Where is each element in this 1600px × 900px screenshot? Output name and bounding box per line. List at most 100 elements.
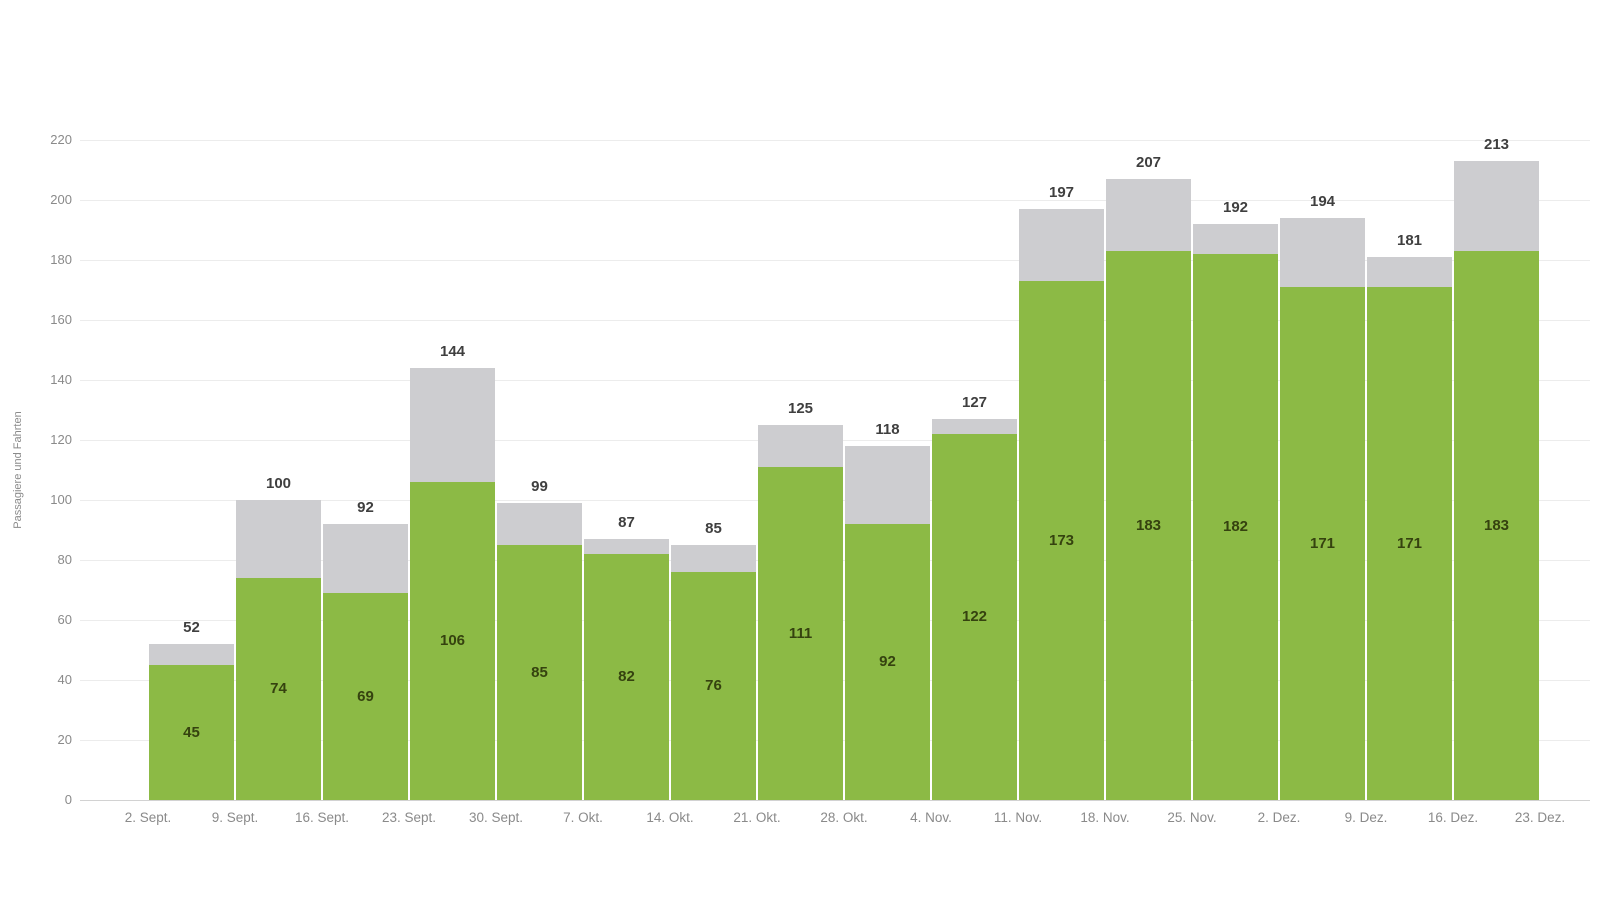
bar-total-label: 87: [618, 514, 635, 531]
x-tick-label: 9. Sept.: [211, 810, 259, 825]
bar-gray-segment[interactable]: [1106, 179, 1191, 251]
bar-total-label: 207: [1135, 154, 1162, 171]
bar-green-value-label: 85: [531, 664, 548, 681]
bar[interactable]: [1454, 161, 1539, 800]
bar-gray-segment[interactable]: [1454, 161, 1539, 251]
bar-gray-segment[interactable]: [758, 425, 843, 467]
bar-total-label: 194: [1309, 193, 1336, 210]
bar-gray-segment[interactable]: [1367, 257, 1452, 287]
bar-green-value-label: 182: [1222, 518, 1249, 535]
bar-gray-segment[interactable]: [497, 503, 582, 545]
bar-gray-segment[interactable]: [1193, 224, 1278, 254]
y-tick-label: 40: [57, 672, 72, 687]
y-tick-label: 160: [50, 312, 72, 327]
bar-gray-segment[interactable]: [323, 524, 408, 593]
y-tick-label: 200: [50, 192, 72, 207]
y-tick-label: 100: [50, 492, 72, 507]
bar[interactable]: [845, 446, 930, 800]
bar-gray-segment[interactable]: [410, 368, 495, 482]
y-tick-label: 140: [50, 372, 72, 387]
gridline: [80, 260, 1590, 261]
y-tick-label: 0: [64, 792, 72, 807]
bar[interactable]: [1367, 257, 1452, 800]
bar-total-label: 192: [1222, 199, 1249, 216]
bar-green-value-label: 92: [879, 653, 896, 670]
bar-green-segment[interactable]: [1367, 287, 1452, 800]
bar[interactable]: [932, 419, 1017, 800]
x-tick-label: 2. Sept.: [124, 810, 172, 825]
bar-green-segment[interactable]: [758, 467, 843, 800]
bar-gray-segment[interactable]: [1019, 209, 1104, 281]
bar-total-label: 85: [705, 520, 722, 537]
bar-green-segment[interactable]: [845, 524, 930, 800]
x-tick-label: 25. Nov.: [1167, 810, 1217, 825]
bar-green-segment[interactable]: [497, 545, 582, 800]
bar[interactable]: [1280, 218, 1365, 800]
x-tick-label: 14. Okt.: [646, 810, 694, 825]
x-tick-label: 30. Sept.: [468, 810, 524, 825]
y-tick-label: 180: [50, 252, 72, 267]
bar-total-label: 213: [1483, 136, 1510, 153]
y-axis-title: Passagiere und Fahrten: [12, 411, 24, 529]
x-tick-label: 21. Okt.: [733, 810, 781, 825]
bar-total-label: 125: [787, 400, 814, 417]
bar[interactable]: [584, 539, 669, 800]
bar-green-value-label: 171: [1309, 535, 1336, 552]
bar-green-value-label: 111: [788, 625, 813, 642]
bar-green-value-label: 183: [1135, 517, 1162, 534]
bar-gray-segment[interactable]: [671, 545, 756, 572]
bar[interactable]: [1106, 179, 1191, 800]
bar-green-value-label: 74: [270, 680, 287, 697]
x-tick-label: 23. Sept.: [381, 810, 437, 825]
bar-green-segment[interactable]: [149, 665, 234, 800]
bar[interactable]: [323, 524, 408, 800]
bar[interactable]: [497, 503, 582, 800]
bar-gray-segment[interactable]: [845, 446, 930, 524]
bar-total-label: 127: [961, 394, 988, 411]
bar-green-segment[interactable]: [671, 572, 756, 800]
bar-gray-segment[interactable]: [149, 644, 234, 665]
bar[interactable]: [671, 545, 756, 800]
gridline: [80, 380, 1590, 381]
gridline: [80, 200, 1590, 201]
x-tick-label: 16. Dez.: [1427, 810, 1479, 825]
x-tick-label: 2. Dez.: [1257, 810, 1301, 825]
x-tick-label: 9. Dez.: [1344, 810, 1388, 825]
bar-total-label: 144: [439, 343, 466, 360]
bar-green-segment[interactable]: [1193, 254, 1278, 800]
bar-green-value-label: 171: [1396, 535, 1423, 552]
bar-green-segment[interactable]: [584, 554, 669, 800]
bar[interactable]: [236, 500, 321, 800]
bar-total-label: 52: [183, 619, 200, 636]
bar-green-segment[interactable]: [1106, 251, 1191, 800]
bar-gray-segment[interactable]: [932, 419, 1017, 434]
bar-green-value-label: 122: [961, 608, 988, 625]
bar-gray-segment[interactable]: [1280, 218, 1365, 287]
y-tick-label: 20: [57, 732, 72, 747]
bar-total-label: 92: [357, 499, 374, 516]
x-tick-label: 7. Okt.: [563, 810, 603, 825]
bar-gray-segment[interactable]: [236, 500, 321, 578]
bar-green-segment[interactable]: [1454, 251, 1539, 800]
bar[interactable]: [410, 368, 495, 800]
bar[interactable]: [1193, 224, 1278, 800]
bar[interactable]: [1019, 209, 1104, 800]
y-tick-label: 120: [50, 432, 72, 447]
bar-green-segment[interactable]: [410, 482, 495, 800]
bar-green-segment[interactable]: [1019, 281, 1104, 800]
x-axis-line: [80, 800, 1590, 801]
x-tick-label: 28. Okt.: [820, 810, 868, 825]
bar-total-label: 118: [875, 421, 900, 438]
bar[interactable]: [758, 425, 843, 800]
y-tick-label: 80: [57, 552, 72, 567]
bar-green-segment[interactable]: [932, 434, 1017, 800]
bar-green-segment[interactable]: [236, 578, 321, 800]
y-tick-label: 220: [50, 132, 72, 147]
bar-gray-segment[interactable]: [584, 539, 669, 554]
bar[interactable]: [149, 644, 234, 800]
x-tick-label: 16. Sept.: [294, 810, 350, 825]
bar-green-segment[interactable]: [323, 593, 408, 800]
bar-green-segment[interactable]: [1280, 287, 1365, 800]
bar-total-label: 181: [1396, 232, 1423, 249]
